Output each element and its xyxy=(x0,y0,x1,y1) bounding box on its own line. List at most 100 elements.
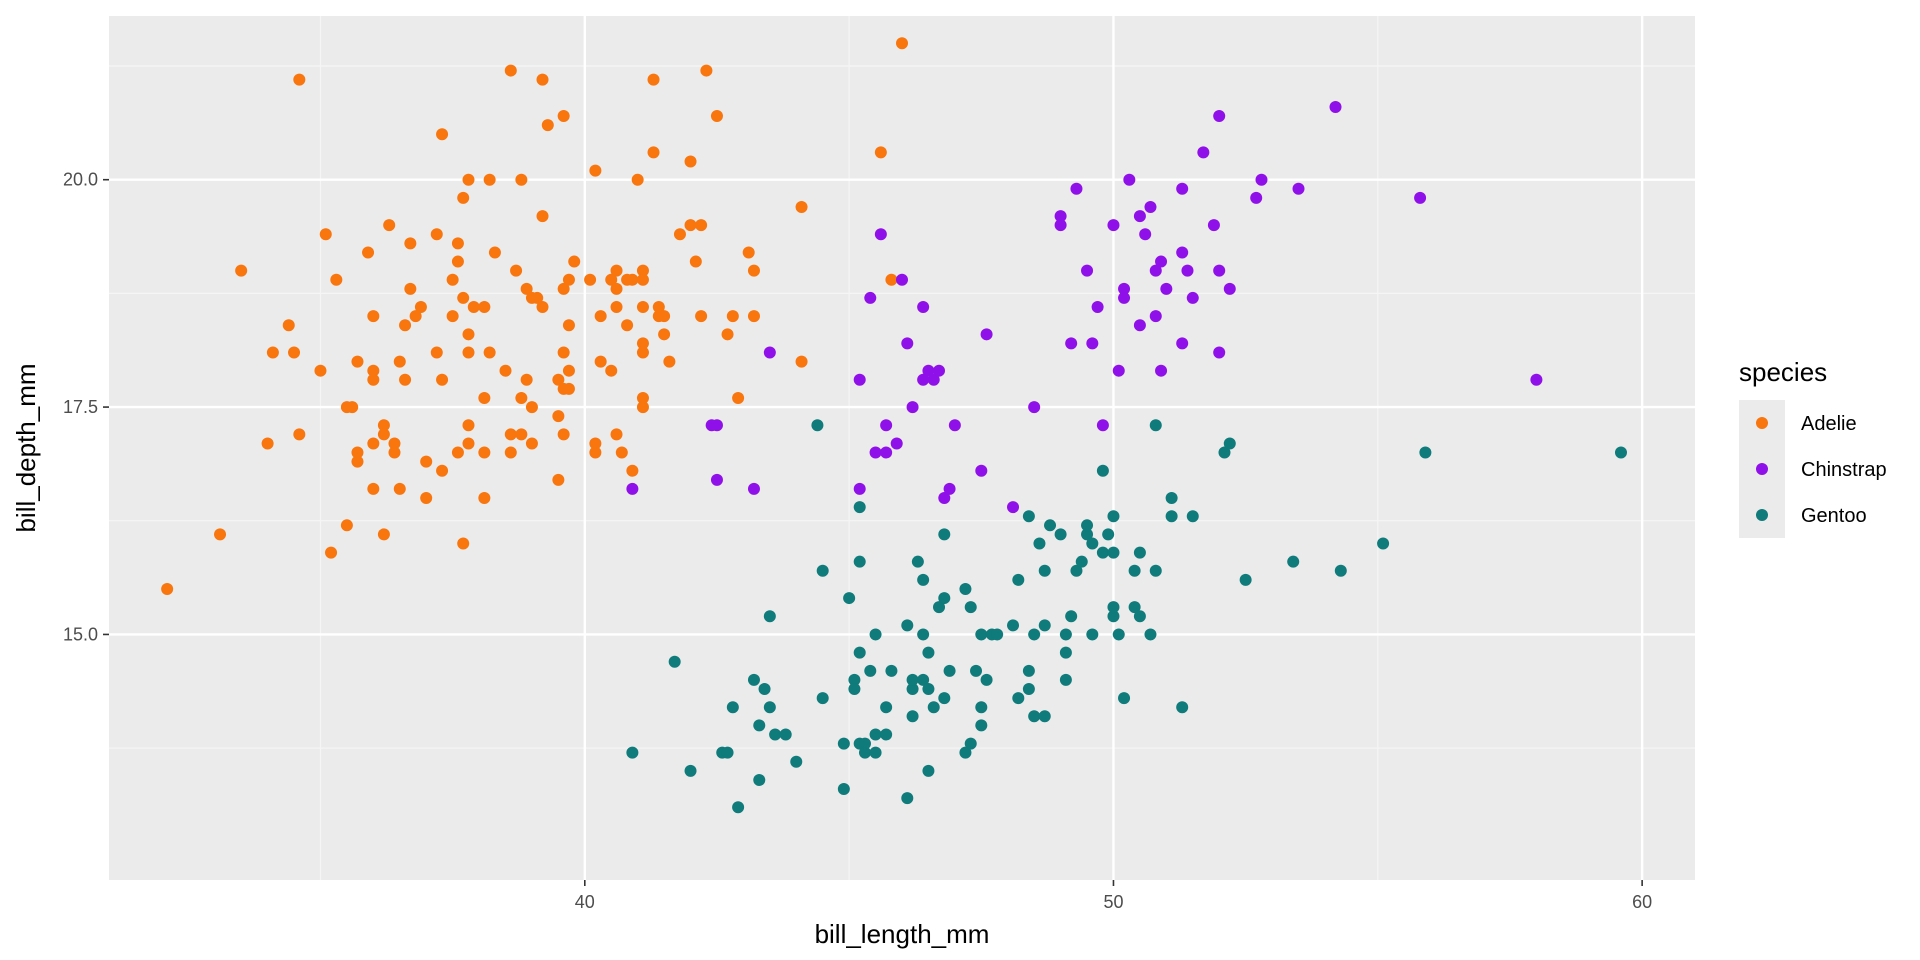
data-point xyxy=(293,428,306,441)
data-point xyxy=(478,301,491,314)
data-point xyxy=(647,146,660,159)
data-point xyxy=(351,446,364,459)
data-point xyxy=(959,582,972,595)
data-point xyxy=(763,701,776,714)
data-point xyxy=(626,464,639,477)
data-point xyxy=(970,664,983,677)
x-axis-title: bill_length_mm xyxy=(815,919,990,949)
data-point xyxy=(1186,510,1199,523)
data-point xyxy=(658,328,671,341)
data-point xyxy=(552,373,565,386)
data-point xyxy=(869,728,882,741)
data-point xyxy=(589,446,602,459)
data-point xyxy=(843,592,856,605)
data-point xyxy=(515,428,528,441)
legend-item-adelie: Adelie xyxy=(1739,400,1857,446)
data-point xyxy=(367,310,380,323)
data-point xyxy=(917,301,930,314)
data-point xyxy=(901,619,914,632)
data-point xyxy=(319,228,332,241)
data-point xyxy=(874,228,887,241)
data-point xyxy=(753,719,766,732)
data-point xyxy=(684,155,697,168)
data-point xyxy=(367,437,380,450)
data-point xyxy=(906,683,919,696)
data-point xyxy=(436,373,449,386)
data-point xyxy=(1022,683,1035,696)
data-point xyxy=(393,355,406,368)
data-point xyxy=(837,737,850,750)
data-point xyxy=(700,64,713,77)
data-point xyxy=(1149,310,1162,323)
data-point xyxy=(922,764,935,777)
data-point xyxy=(975,464,988,477)
data-point xyxy=(605,364,618,377)
data-point xyxy=(552,410,565,423)
data-point xyxy=(499,364,512,377)
data-point xyxy=(261,437,274,450)
data-point xyxy=(1107,546,1120,559)
data-point xyxy=(367,373,380,386)
data-point xyxy=(943,664,956,677)
data-point xyxy=(933,364,946,377)
data-point xyxy=(1133,610,1146,623)
data-point xyxy=(589,437,602,450)
data-point xyxy=(673,228,686,241)
data-point xyxy=(848,683,861,696)
data-point xyxy=(1155,255,1168,268)
data-point xyxy=(732,391,745,404)
data-point xyxy=(695,310,708,323)
data-point xyxy=(1065,610,1078,623)
data-point xyxy=(1086,628,1099,641)
data-point xyxy=(1128,601,1141,614)
data-point xyxy=(340,519,353,532)
data-point xyxy=(1007,619,1020,632)
data-point xyxy=(869,446,882,459)
legend-item-gentoo: Gentoo xyxy=(1739,492,1867,538)
data-point xyxy=(1081,264,1094,277)
data-point xyxy=(235,264,248,277)
data-point xyxy=(1239,573,1252,586)
data-point xyxy=(880,419,893,432)
data-point xyxy=(1112,364,1125,377)
data-point xyxy=(1022,510,1035,523)
data-point xyxy=(362,246,375,259)
data-point xyxy=(917,373,930,386)
data-point xyxy=(658,310,671,323)
data-point xyxy=(367,364,380,377)
data-point xyxy=(710,473,723,486)
data-point xyxy=(1223,282,1236,295)
data-point xyxy=(853,501,866,514)
y-axis-title: bill_depth_mm xyxy=(11,363,41,532)
data-point xyxy=(668,655,681,668)
data-point xyxy=(478,446,491,459)
data-point xyxy=(436,464,449,477)
data-point xyxy=(1186,291,1199,304)
data-point xyxy=(652,301,665,314)
data-point xyxy=(906,673,919,686)
data-point xyxy=(377,419,390,432)
data-point xyxy=(414,301,427,314)
data-point xyxy=(451,446,464,459)
data-point xyxy=(430,228,443,241)
data-point xyxy=(1091,301,1104,314)
data-point xyxy=(922,646,935,659)
data-point xyxy=(367,482,380,495)
data-point xyxy=(763,610,776,623)
data-point xyxy=(325,546,338,559)
data-point xyxy=(515,173,528,186)
data-point xyxy=(747,482,760,495)
data-point xyxy=(885,664,898,677)
data-point xyxy=(1007,501,1020,514)
minor-gridlines xyxy=(109,16,1695,880)
data-point xyxy=(1038,564,1051,577)
data-point xyxy=(938,692,951,705)
data-point xyxy=(1038,619,1051,632)
legend-swatch xyxy=(1756,509,1768,521)
data-point xyxy=(536,73,549,86)
data-point xyxy=(689,255,702,268)
data-point xyxy=(1038,710,1051,723)
data-point xyxy=(457,537,470,550)
data-point xyxy=(943,482,956,495)
data-point xyxy=(906,401,919,414)
